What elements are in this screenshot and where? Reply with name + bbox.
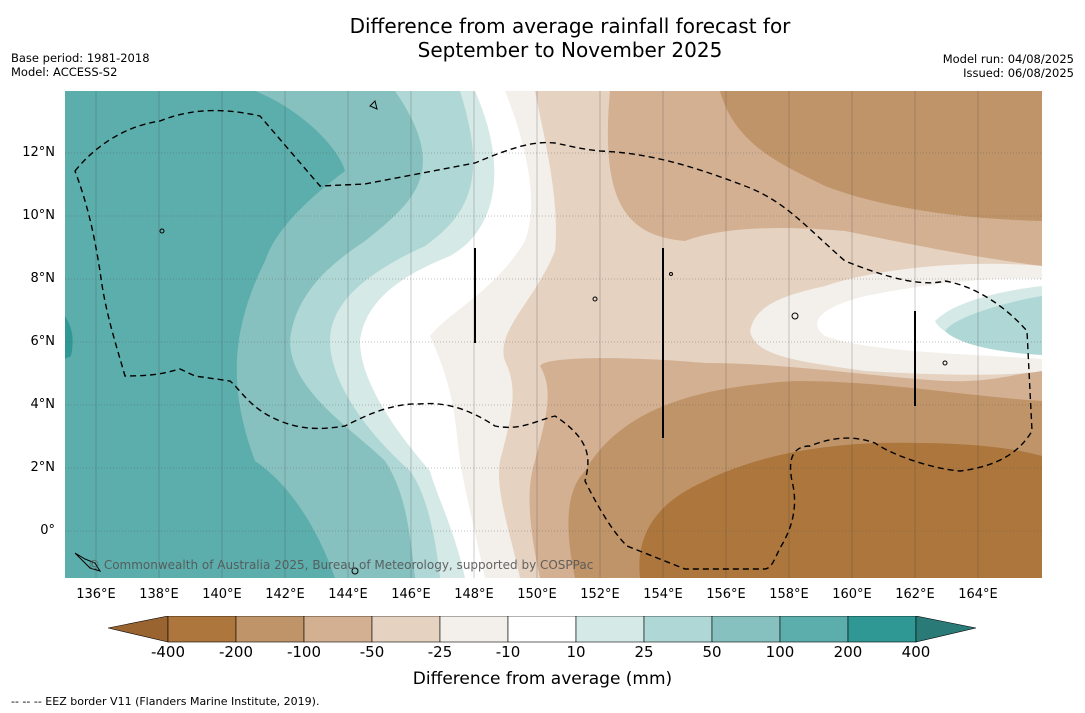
lon-label-162e: 162°E <box>895 587 935 602</box>
lat-label-2n: 2°N <box>30 460 56 475</box>
lon-label-138e: 138°E <box>139 587 179 602</box>
colorbar-bin-7 <box>575 615 645 643</box>
rainfall-anomaly-map <box>65 91 1042 578</box>
lon-label-164e: 164°E <box>958 587 998 602</box>
colorbar-bin-8 <box>643 615 713 643</box>
cb-tick-9: 100 <box>765 643 795 661</box>
lon-label-148e: 148°E <box>454 587 494 602</box>
colorbar-bin-10 <box>779 615 849 643</box>
lon-label-158e: 158°E <box>769 587 809 602</box>
map-title: Difference from average rainfall forecas… <box>270 14 870 62</box>
cb-tick-6: 10 <box>566 643 586 661</box>
copyright-credit: © Commonwealth of Australia 2025, Bureau… <box>88 558 594 572</box>
zone-east-wetter <box>945 296 1042 355</box>
cb-tick-2: -100 <box>286 643 322 661</box>
zone-200-400 <box>65 316 73 359</box>
cb-tick-7: 25 <box>634 643 654 661</box>
colorbar-extend-high <box>915 615 977 643</box>
colorbar-bin-9 <box>711 615 781 643</box>
zone-minus-200-400 <box>639 442 1042 578</box>
islands <box>74 100 948 575</box>
lon-label-146e: 146°E <box>391 587 431 602</box>
cb-tick-1: -200 <box>218 643 254 661</box>
eez-borders <box>74 109 1033 570</box>
base-period: Base period: 1981-2018 <box>11 51 150 65</box>
lon-label-152e: 152°E <box>580 587 620 602</box>
lon-label-136e: 136°E <box>76 587 116 602</box>
cb-tick-4: -25 <box>427 643 453 661</box>
colorbar-bin-11 <box>847 615 917 643</box>
title-line-2: September to November 2025 <box>417 38 723 62</box>
cb-tick-5: -10 <box>495 643 521 661</box>
cb-tick-11: 400 <box>901 643 931 661</box>
graticule <box>65 152 1042 532</box>
colorbar-extend-low <box>107 615 169 643</box>
run-info: Model run: 04/08/2025 Issued: 06/08/2025 <box>943 52 1074 80</box>
cb-tick-3: -50 <box>359 643 385 661</box>
colorbar-bin-3 <box>303 615 373 643</box>
lon-label-154e: 154°E <box>643 587 683 602</box>
lat-label-0: 0° <box>40 523 55 538</box>
colorbar <box>107 615 978 648</box>
cb-tick-10: 200 <box>833 643 863 661</box>
model-run: Model run: 04/08/2025 <box>942 52 1074 66</box>
model-info: Base period: 1981-2018 Model: ACCESS-S2 <box>11 51 150 79</box>
lon-label-142e: 142°E <box>265 587 305 602</box>
colorbar-bin-4 <box>371 615 441 643</box>
colorbar-bin-2 <box>235 615 305 643</box>
lat-label-6n: 6°N <box>30 334 56 349</box>
lat-label-8n: 8°N <box>30 271 56 286</box>
lon-label-160e: 160°E <box>832 587 872 602</box>
colorbar-bin-1 <box>167 615 237 643</box>
boundary-markers <box>474 248 916 438</box>
issued-date: Issued: 06/08/2025 <box>963 66 1074 80</box>
zone-minus-100-200-n <box>720 91 1042 221</box>
colorbar-bin-5 <box>439 615 509 643</box>
lon-label-150e: 150°E <box>517 587 557 602</box>
colorbar-bin-6 <box>507 615 577 643</box>
lat-label-4n: 4°N <box>30 397 56 412</box>
meridians <box>95 91 979 578</box>
cb-tick-0: -400 <box>150 643 186 661</box>
lon-label-144e: 144°E <box>328 587 368 602</box>
title-line-1: Difference from average rainfall forecas… <box>349 14 791 38</box>
lat-label-10n: 10°N <box>22 208 55 223</box>
colorbar-title: Difference from average (mm) <box>412 669 673 689</box>
lon-label-156e: 156°E <box>706 587 746 602</box>
model-name: Model: ACCESS-S2 <box>11 65 118 79</box>
cb-tick-8: 50 <box>702 643 722 661</box>
eez-legend: -- -- -- EEZ border V11 (Flanders Marine… <box>11 695 320 708</box>
lon-label-140e: 140°E <box>202 587 242 602</box>
lat-label-12n: 12°N <box>22 145 55 160</box>
